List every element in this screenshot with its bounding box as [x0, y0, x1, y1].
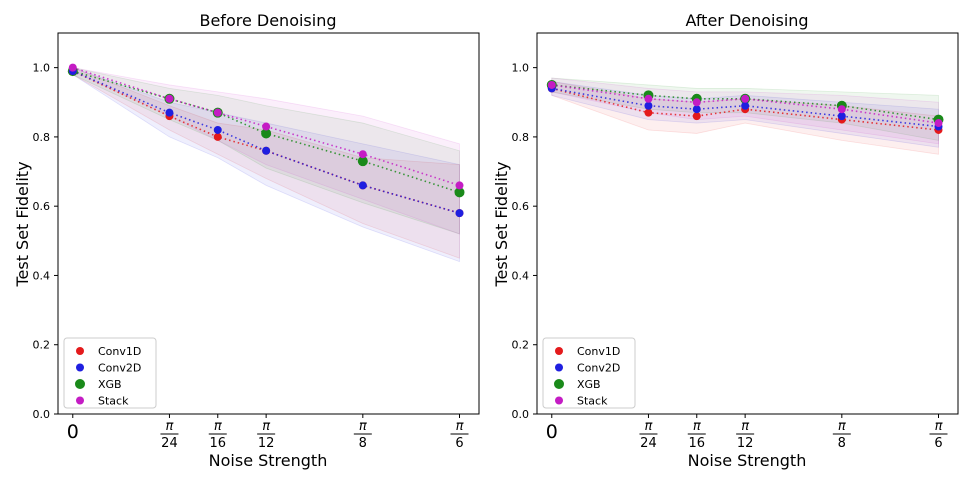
legend-box [63, 337, 157, 409]
y-tick-label: 1.0 [33, 62, 51, 75]
legend-marker-stack [76, 396, 84, 405]
data-point-stack [455, 181, 464, 190]
data-point-conv2d [213, 125, 222, 134]
data-point-stack [837, 105, 846, 114]
x-tick-label-denominator: 16 [209, 436, 226, 451]
y-tick-label: 0.0 [512, 408, 530, 421]
legend-marker-conv2d [555, 363, 563, 372]
data-point-conv2d [165, 108, 174, 117]
y-tick-label: 1.0 [512, 62, 530, 75]
data-point-stack [934, 119, 943, 128]
x-tick-label-numerator: π [693, 419, 701, 434]
series-line-xgb [72, 70, 460, 194]
y-tick-label: 0.4 [33, 269, 51, 282]
x-tick-label-denominator: 24 [640, 436, 657, 451]
legend-label-conv2d: Conv2D [98, 362, 141, 375]
data-point-conv2d [644, 101, 653, 110]
data-point-xgb [454, 187, 465, 198]
data-point-stack [741, 94, 750, 103]
series-line-stack [551, 84, 939, 124]
data-point-stack [68, 63, 77, 72]
x-tick-label: 0 [67, 421, 79, 443]
data-point-stack [547, 80, 556, 89]
legend-label-xgb: XGB [577, 378, 601, 391]
panel-before-denoising: Before Denoising Test Set Fidelity Noise… [13, 11, 480, 470]
legend-marker-conv1d [555, 347, 563, 355]
data-point-conv1d [692, 112, 701, 121]
data-point-xgb [357, 156, 368, 167]
data-point-conv2d [262, 146, 271, 155]
data-point-stack [644, 94, 653, 103]
plot-frame [57, 32, 480, 415]
plot-frame [536, 32, 959, 415]
x-tick-label-denominator: 24 [161, 436, 178, 451]
x-tick-label-denominator: 8 [359, 436, 367, 451]
x-tick-label-numerator: π [359, 419, 367, 434]
data-point-stack [358, 150, 367, 159]
y-tick-label: 0.0 [33, 408, 51, 421]
data-point-stack [213, 108, 222, 117]
y-tick-label: 0.6 [512, 200, 530, 213]
data-point-conv2d [837, 112, 846, 121]
y-tick-label: 0.8 [512, 131, 530, 144]
y-tick-label: 0.2 [33, 339, 51, 352]
legend-label-stack: Stack [577, 395, 608, 408]
x-tick-label-numerator: π [166, 419, 174, 434]
series-line-conv2d [72, 70, 460, 214]
x-tick-label-numerator: π [935, 419, 943, 434]
x-tick-label-denominator: 8 [838, 436, 846, 451]
legend-label-stack: Stack [98, 395, 129, 408]
x-tick-label-numerator: π [645, 419, 653, 434]
data-point-conv2d [741, 101, 750, 110]
legend-marker-stack [555, 396, 563, 405]
x-tick-label-numerator: π [838, 419, 846, 434]
data-point-stack [262, 122, 271, 131]
x-axis-label: Noise Strength [688, 451, 807, 470]
x-tick-label-denominator: 6 [934, 436, 942, 451]
x-axis-label: Noise Strength [209, 451, 328, 470]
series-line-xgb [551, 84, 939, 121]
chart-title: After Denoising [685, 11, 808, 30]
legend-label-xgb: XGB [98, 378, 122, 391]
data-point-xgb [261, 128, 272, 139]
x-tick-label: 0 [546, 421, 558, 443]
x-tick-label-numerator: π [741, 419, 749, 434]
data-point-conv2d [692, 105, 701, 114]
data-point-conv1d [644, 108, 653, 117]
data-point-stack [692, 98, 701, 107]
y-axis-label: Test Set Fidelity [13, 161, 32, 287]
y-tick-label: 0.2 [512, 339, 530, 352]
y-tick-label: 0.8 [33, 131, 51, 144]
data-point-conv2d [358, 181, 367, 190]
x-tick-label-numerator: π [214, 419, 222, 434]
data-point-conv2d [455, 209, 464, 218]
y-tick-label: 0.4 [512, 269, 530, 282]
data-point-conv1d [213, 132, 222, 141]
series-line-conv2d [551, 87, 939, 128]
y-tick-label: 0.6 [33, 200, 51, 213]
legend-label-conv1d: Conv1D [98, 345, 141, 358]
x-tick-label-denominator: 12 [258, 436, 275, 451]
legend-marker-xgb [75, 379, 85, 389]
x-tick-label-numerator: π [262, 419, 270, 434]
chart-title: Before Denoising [199, 11, 336, 30]
x-tick-label-numerator: π [456, 419, 464, 434]
data-point-stack [165, 94, 174, 103]
panel-after-denoising: After Denoising Test Set Fidelity Noise … [492, 11, 959, 470]
legend-label-conv2d: Conv2D [577, 362, 620, 375]
y-axis-label: Test Set Fidelity [492, 161, 511, 287]
series-line-stack [72, 66, 460, 187]
legend-box [542, 337, 636, 409]
x-tick-label-denominator: 12 [737, 436, 754, 451]
legend-marker-xgb [554, 379, 564, 389]
x-tick-label-denominator: 6 [455, 436, 463, 451]
legend-label-conv1d: Conv1D [577, 345, 620, 358]
legend-marker-conv2d [76, 363, 84, 372]
legend-marker-conv1d [76, 347, 84, 355]
x-tick-label-denominator: 16 [688, 436, 705, 451]
